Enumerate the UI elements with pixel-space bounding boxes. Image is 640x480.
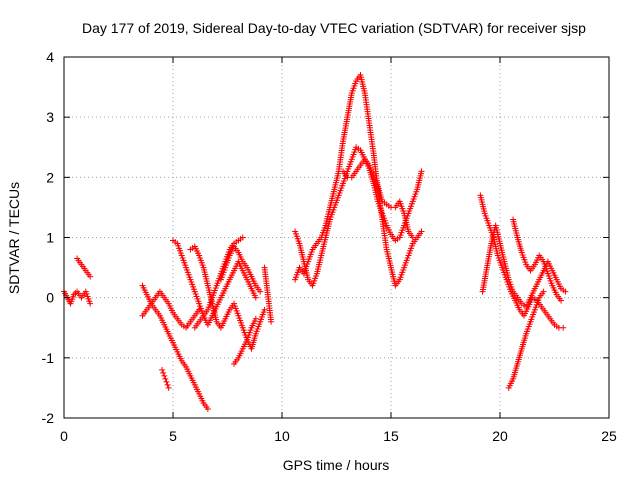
data-point: [409, 234, 416, 241]
x-tick-label: 10: [274, 428, 290, 444]
axis-ticks: 0 5 10 15 20 25 -2 -1 0 1 2 3 4: [42, 49, 617, 444]
data-point: [159, 366, 166, 373]
data-point: [560, 324, 567, 331]
data-points: [61, 72, 569, 412]
data-point: [252, 315, 259, 322]
data-point: [87, 273, 94, 280]
x-tick-label: 5: [169, 428, 177, 444]
data-point: [87, 300, 94, 307]
data-point: [257, 288, 264, 295]
x-tick-label: 0: [60, 428, 68, 444]
y-tick-label: 4: [46, 49, 54, 65]
data-point: [252, 294, 259, 301]
x-tick-label: 20: [492, 428, 508, 444]
y-tick-label: 3: [46, 109, 54, 125]
y-tick-label: 2: [46, 169, 54, 185]
y-tick-label: 1: [46, 230, 54, 246]
y-axis-label: SDTVAR / TECUs: [6, 182, 22, 294]
y-tick-label: 0: [46, 290, 54, 306]
data-point: [418, 168, 425, 175]
data-point: [204, 405, 211, 412]
data-point: [418, 228, 425, 235]
x-tick-label: 15: [383, 428, 399, 444]
data-point-trail: [160, 369, 167, 376]
data-point: [558, 297, 565, 304]
grid-lines: [64, 57, 609, 418]
data-point: [239, 234, 246, 241]
x-tick-label: 25: [601, 428, 617, 444]
x-axis-label: GPS time / hours: [283, 457, 390, 473]
data-point: [261, 306, 268, 313]
chart-title: Day 177 of 2019, Sidereal Day-to-day VTE…: [82, 20, 586, 36]
data-point: [163, 378, 170, 385]
data-point-trail: [162, 375, 169, 382]
data-point: [268, 318, 275, 325]
data-point: [540, 288, 547, 295]
y-tick-label: -1: [42, 350, 55, 366]
data-point-trail: [164, 381, 171, 388]
data-point: [562, 288, 569, 295]
data-point: [161, 372, 168, 379]
y-tick-label: -2: [42, 410, 55, 426]
data-point: [165, 384, 172, 391]
